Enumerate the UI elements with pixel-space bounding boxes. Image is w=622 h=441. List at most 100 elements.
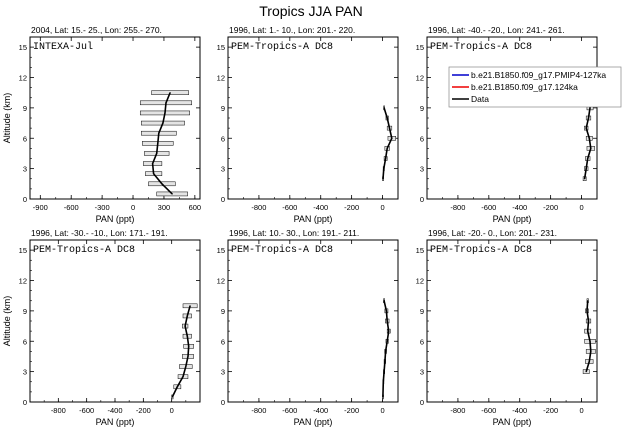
panel-header: 1996, Lat: -40.- -20., Lon: 241.- 261.: [428, 25, 565, 35]
panel-2: 1996, Lat: 1.- 10., Lon: 201.- 220. PEM-T…: [217, 25, 399, 224]
data-point: [382, 178, 384, 180]
y-tick-label: 12: [19, 74, 27, 83]
x-tick-label: -200: [344, 406, 359, 415]
y-tick-label: 3: [221, 165, 225, 174]
y-tick-label: 3: [23, 368, 27, 377]
y-tick-label: 3: [420, 165, 424, 174]
legend-box: [448, 66, 622, 108]
panel-header: 1996, Lat: 1.- 10., Lon: 201.- 220.: [229, 25, 355, 35]
y-tick-label: 15: [416, 246, 424, 255]
data-point: [176, 386, 178, 388]
data-line: [171, 305, 191, 398]
data-point: [383, 371, 385, 373]
data-point: [189, 305, 191, 307]
data-point: [589, 107, 591, 109]
data-line: [382, 300, 390, 397]
series-data: [382, 105, 396, 181]
data-point: [156, 152, 158, 155]
y-tick-label: 15: [19, 246, 27, 255]
data-point: [386, 340, 388, 342]
data-point: [584, 178, 586, 180]
data-point: [385, 157, 387, 160]
data-point: [383, 107, 385, 109]
data-point: [589, 340, 591, 342]
data-point: [161, 183, 163, 185]
x-tick-label: 300: [158, 203, 171, 212]
panel-header: 1996, Lat: 10.- 30., Lon: 191.- 211.: [229, 228, 359, 238]
data-point: [171, 396, 173, 398]
campaign-label: PEM-Tropics-A DC8: [231, 41, 333, 53]
series-data: [582, 298, 596, 374]
data-point: [182, 376, 184, 378]
y-tick-label: 15: [416, 43, 424, 52]
data-point: [391, 137, 393, 139]
y-tick-label: 12: [217, 277, 225, 286]
x-tick-label: -600: [481, 203, 496, 212]
data-point: [153, 173, 155, 175]
data-point: [588, 137, 590, 139]
x-axis-label: PAN (ppt): [96, 214, 135, 224]
x-tick-label: 0: [380, 203, 384, 212]
x-tick-label: -200: [543, 203, 558, 212]
campaign-label: INTEXA-Jul: [33, 41, 93, 53]
y-tick-label: 9: [420, 104, 424, 113]
x-tick-label: -800: [450, 406, 465, 415]
x-tick-label: -600: [64, 203, 79, 212]
panel-6: 1996, Lat: -20.- 0., Lon: 201.- 231. PEM-…: [416, 228, 598, 427]
x-tick-label: 0: [579, 406, 583, 415]
campaign-label: PEM-Tropics-A DC8: [430, 41, 532, 53]
x-tick-label: -800: [251, 203, 266, 212]
panel-1: 2004, Lat: 15.- 25., Lon: 255.- 270. INTE…: [2, 25, 201, 224]
data-point: [165, 102, 167, 104]
y-tick-label: 3: [420, 368, 424, 377]
x-axis-label: PAN (ppt): [96, 417, 135, 427]
data-point: [171, 193, 173, 195]
y-tick-label: 6: [23, 134, 27, 143]
data-point: [386, 147, 388, 149]
x-tick-label: -600: [282, 406, 297, 415]
x-tick-label: -400: [512, 406, 527, 415]
y-tick-label: 9: [221, 104, 225, 113]
data-point: [384, 360, 386, 363]
data-point: [385, 310, 388, 312]
y-tick-label: 9: [23, 104, 27, 113]
x-tick-label: -600: [481, 406, 496, 415]
data-point: [162, 122, 164, 124]
x-tick-label: -600: [282, 203, 297, 212]
y-axis-label: Altitude (km): [2, 93, 12, 144]
x-tick-label: -400: [512, 203, 527, 212]
data-point: [187, 355, 189, 358]
y-tick-label: 6: [221, 134, 225, 143]
plot-frame: [227, 239, 399, 403]
data-point: [185, 365, 187, 368]
data-point: [157, 142, 159, 144]
data-point: [169, 92, 171, 94]
y-tick-label: 0: [23, 195, 27, 204]
data-point: [587, 320, 590, 322]
x-tick-label: -400: [313, 203, 328, 212]
data-point: [188, 345, 190, 347]
data-point: [383, 168, 385, 170]
x-axis-label: PAN (ppt): [493, 417, 532, 427]
plot-frame: [29, 239, 201, 403]
x-axis-label: PAN (ppt): [294, 417, 333, 427]
data-line: [382, 107, 393, 179]
data-point: [152, 162, 154, 165]
x-tick-label: -400: [107, 406, 122, 415]
legend-label: b.e21.B1850.f09_g17.124ka: [471, 82, 578, 92]
y-tick-label: 12: [416, 277, 424, 286]
data-point: [383, 300, 385, 302]
data-point: [388, 330, 390, 332]
y-tick-label: 0: [420, 398, 424, 407]
y-tick-label: 3: [221, 368, 225, 377]
y-tick-label: 6: [23, 337, 27, 346]
data-point: [587, 300, 589, 302]
plot-frame: [426, 36, 598, 200]
x-tick-label: -200: [136, 406, 151, 415]
y-tick-label: 6: [420, 134, 424, 143]
data-point: [184, 325, 186, 327]
data-point: [585, 127, 587, 129]
y-tick-label: 0: [221, 398, 225, 407]
